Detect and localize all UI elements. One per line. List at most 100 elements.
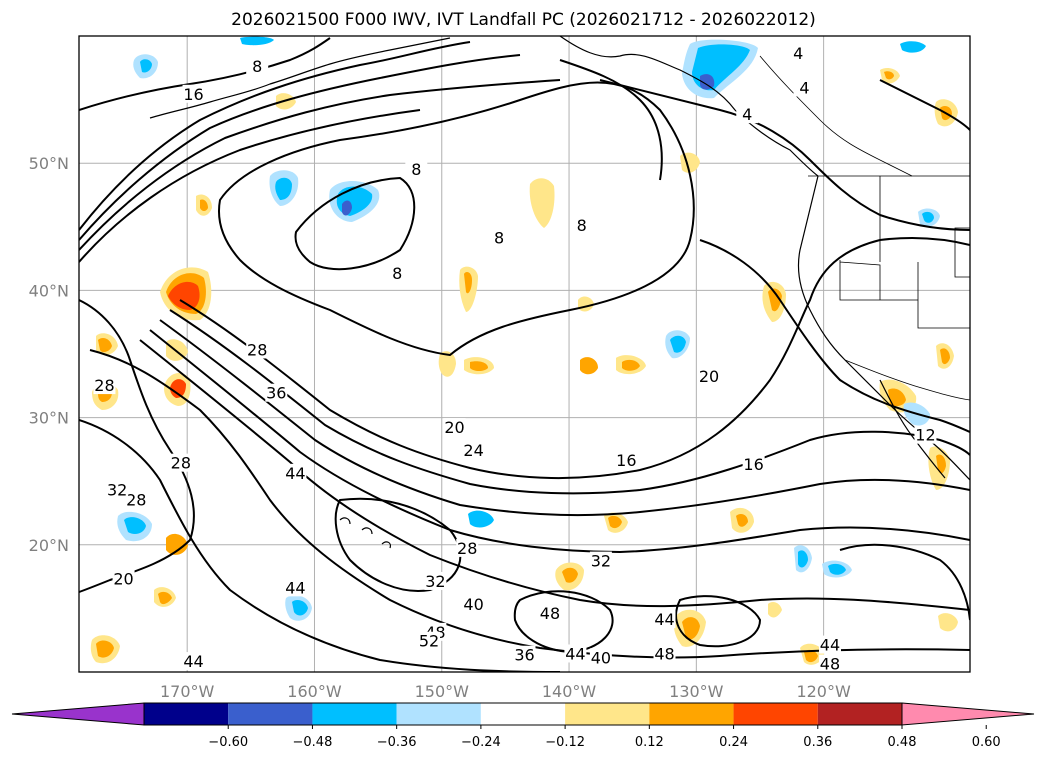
contour-label: 4 [742, 105, 752, 124]
colorbar-tick-label: −0.48 [293, 735, 333, 750]
lat-tick-label: 20°N [29, 536, 69, 555]
colorbar-segment [228, 703, 313, 725]
iwv-contours [79, 37, 970, 672]
contour-label: 28 [247, 340, 267, 359]
contour-label-bg [418, 631, 441, 650]
contour-label: 32 [107, 480, 127, 499]
coastline-north-america [797, 175, 970, 481]
small-patches [90, 36, 958, 665]
contour-40-band [89, 349, 970, 659]
colorbar-tick-label: −0.24 [461, 735, 501, 750]
contour-28-mid [159, 319, 970, 517]
political-borders [759, 55, 970, 401]
colorbar-segment [817, 703, 902, 725]
contour-far-east [839, 543, 970, 621]
contour-label-bg [564, 644, 587, 663]
contour-32-mid [149, 329, 970, 554]
coastline-baja [879, 379, 946, 479]
colorbar-segment [480, 703, 566, 725]
contour-label-bg [615, 451, 638, 470]
lon-tick-label: 140°W [542, 682, 597, 701]
contour-label: 20 [444, 418, 464, 437]
contour-label: 16 [743, 455, 763, 474]
blue-patch-nw [269, 170, 299, 206]
contour-label: 24 [463, 441, 483, 460]
contour-label: 40 [591, 648, 611, 667]
contour-label-bg [653, 644, 676, 663]
blue-patch-alaska [682, 39, 758, 99]
shaded-anomalies [90, 36, 958, 665]
contour-label: 40 [463, 595, 483, 614]
contour-label: 20 [113, 569, 133, 588]
contour-label: 8 [411, 160, 421, 179]
contour-label-bg [246, 340, 269, 359]
contour-label-bg [589, 551, 612, 570]
contour-20-mid [179, 236, 970, 480]
colorbar-tick-label: 0.24 [719, 735, 748, 750]
contour-east-pacific [599, 79, 970, 231]
contour-label: 16 [616, 451, 636, 470]
contour-coast-west [699, 239, 970, 433]
contour-label-bg [169, 453, 192, 472]
contour-dry-region [218, 81, 695, 357]
contour-label-bg [488, 228, 511, 247]
colorbar: −0.60 −0.48 −0.36 −0.24 −0.12 0.12 0.24 0.36 0.4… [11, 702, 1035, 750]
contour-south-cells-1 [334, 497, 462, 592]
colorbar-segment [733, 703, 818, 725]
lat-tick-label: 50°N [29, 154, 69, 173]
lat-tick-label: 30°N [29, 409, 69, 428]
contour-label: 32 [425, 572, 445, 591]
contour-inland [879, 79, 970, 131]
contour-label: 36 [266, 384, 286, 403]
contour-label: 28 [171, 454, 191, 473]
contour-label-bg [125, 490, 148, 509]
contour-label: 52 [419, 632, 439, 651]
contour-label: 8 [392, 264, 402, 283]
contour-label: 44 [183, 652, 203, 671]
contour-label-bg [742, 454, 765, 473]
contour-label-bg [462, 440, 485, 459]
colorbar-tick-label: 0.60 [972, 735, 1001, 750]
contour-label: 28 [457, 539, 477, 558]
contour-label-bg [698, 367, 721, 386]
contour-north-band-2 [79, 54, 521, 241]
border-wyoming [954, 227, 970, 278]
colorbar-segment [396, 703, 481, 725]
contour-label-bg [93, 376, 116, 395]
colorbar-segment [649, 703, 734, 725]
contour-label-bg [284, 463, 307, 482]
contour-label: 48 [820, 655, 840, 674]
contour-label-bg [112, 569, 135, 588]
colorbar-tick-label: −0.36 [377, 735, 417, 750]
contour-label: 32 [591, 552, 611, 571]
contour-west-loop [79, 299, 195, 593]
contour-label-bg [570, 215, 593, 234]
contour-label-bg [182, 84, 205, 103]
contour-label-bg [818, 635, 841, 654]
colorbar-tick-label: 0.36 [803, 735, 832, 750]
contour-inner-dry [294, 176, 416, 271]
border-alaska-canada [759, 55, 913, 177]
colorbar-extend-max [901, 702, 1035, 726]
contour-nw-closed [79, 37, 331, 111]
colorbar-segment [565, 703, 650, 725]
contour-alaska [559, 59, 663, 181]
map-frame [78, 35, 971, 673]
map-background [79, 36, 970, 672]
contour-label: 28 [94, 376, 114, 395]
contour-label: 48 [540, 604, 560, 623]
contour-label-bg [793, 78, 816, 97]
contour-label: 8 [577, 216, 587, 235]
contour-36-band [139, 339, 970, 611]
contour-label: 44 [654, 610, 674, 629]
contour-north-band-4 [79, 109, 421, 263]
coastline-hawaii [339, 517, 391, 549]
contour-label-bg [462, 594, 485, 613]
contour-label: 8 [494, 229, 504, 248]
border-mexico [844, 359, 970, 401]
contour-label-bg [787, 44, 810, 63]
contour-label-bg [182, 652, 205, 671]
colorbar-tick-label: 0.48 [888, 735, 917, 750]
